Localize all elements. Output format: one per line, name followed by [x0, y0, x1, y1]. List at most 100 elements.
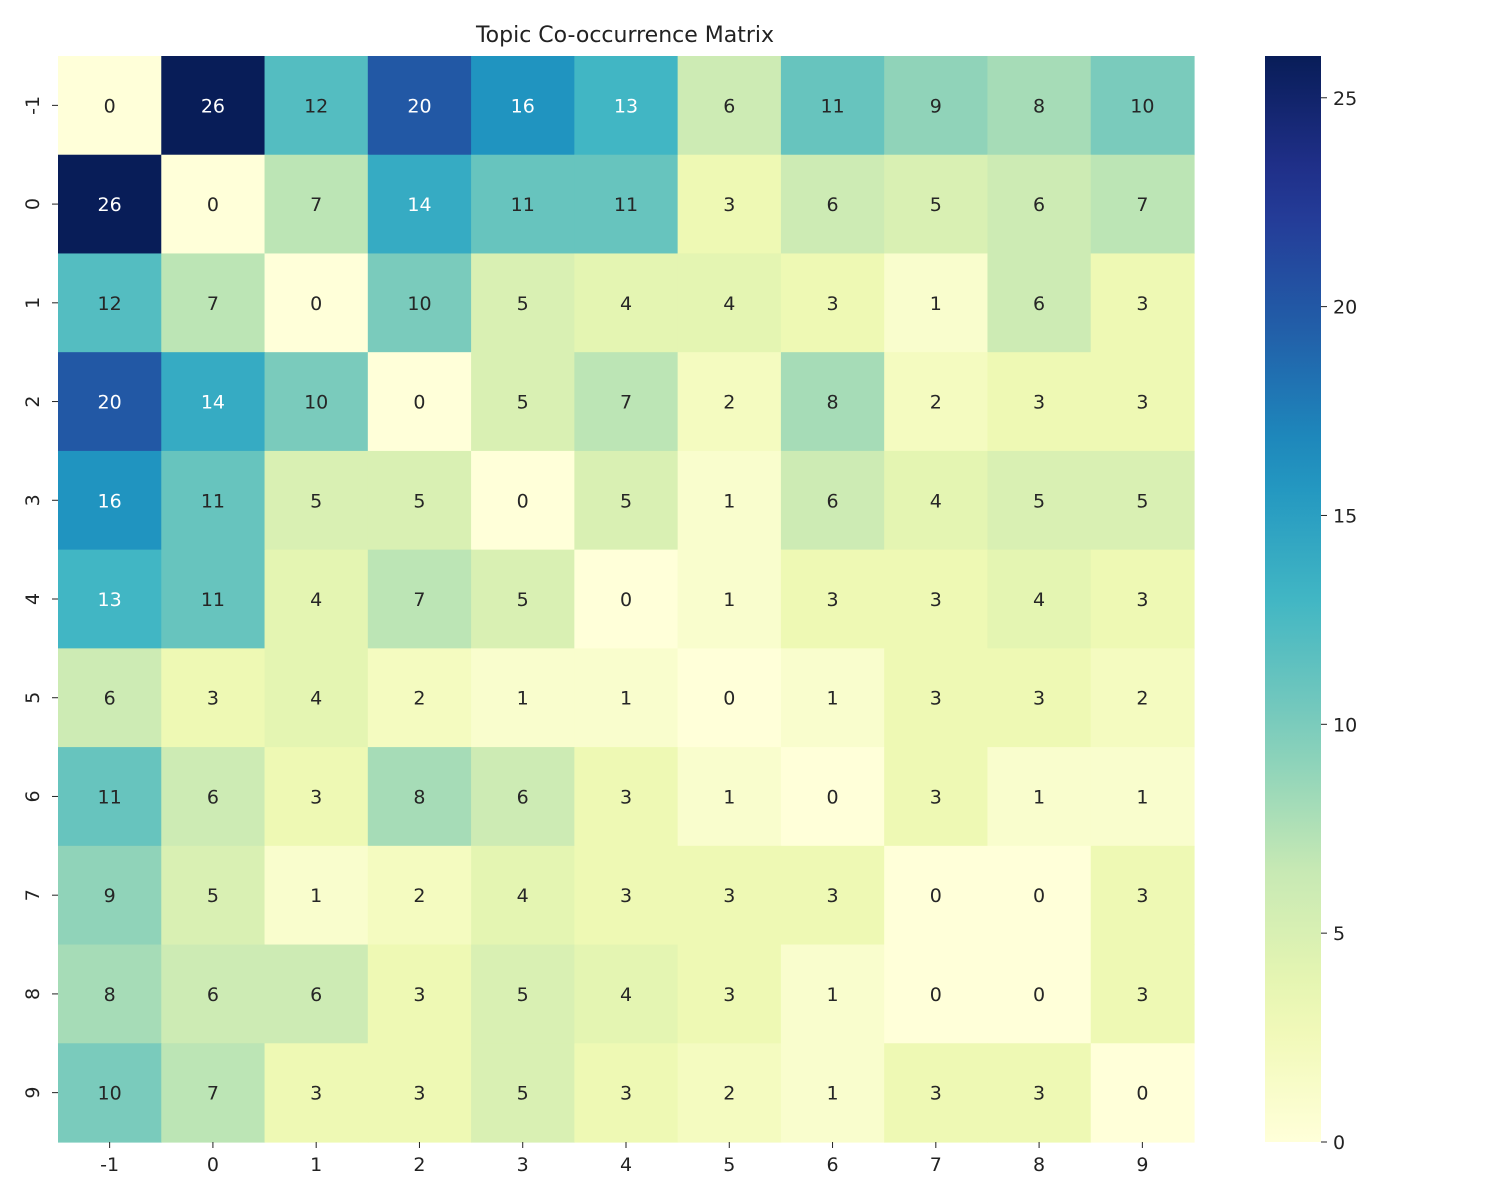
- cell-value-label: 0: [104, 95, 116, 117]
- heatmap-cell: [471, 944, 575, 1044]
- cell-value-label: 1: [517, 688, 529, 710]
- cell-value-label: 6: [723, 95, 735, 117]
- cell-value-label: 3: [1136, 293, 1148, 315]
- cell-value-label: 10: [304, 392, 328, 414]
- cell-value-label: 2: [413, 688, 425, 710]
- cell-value-label: 2: [413, 885, 425, 907]
- heatmap-cell: [471, 352, 575, 452]
- heatmap-cell: [677, 56, 782, 156]
- heatmap-cell: [780, 648, 885, 748]
- heatmap-cell: [161, 253, 266, 353]
- cell-value-label: 5: [930, 194, 942, 216]
- heatmap-cell: [677, 845, 782, 946]
- heatmap-cell: [574, 549, 679, 649]
- cell-value-label: 3: [413, 1083, 425, 1105]
- cell-value-label: 4: [620, 984, 632, 1006]
- cell-value-label: 3: [930, 1083, 942, 1105]
- cell-value-label: 3: [1136, 984, 1148, 1006]
- heatmap-cell: [574, 944, 679, 1044]
- cell-value-label: 1: [826, 1083, 838, 1105]
- heatmap-cell: [471, 1043, 575, 1143]
- colorbar-tick-label: 0: [1333, 1132, 1345, 1154]
- heatmap-cell: [987, 1043, 1092, 1143]
- heatmap-cell: [780, 1043, 885, 1143]
- cell-value-label: 6: [826, 490, 838, 512]
- x-tick-label: 7: [930, 1154, 942, 1176]
- heatmap-cell: [367, 845, 472, 946]
- cell-value-label: 1: [620, 688, 632, 710]
- heatmap-cell: [884, 450, 989, 551]
- heatmap-cell: [1090, 845, 1195, 946]
- heatmap-cell: [161, 549, 266, 649]
- cell-value-label: 26: [201, 95, 225, 117]
- heatmap-cell: [58, 944, 162, 1044]
- cell-value-label: 3: [723, 885, 735, 907]
- cell-value-label: 20: [98, 392, 122, 414]
- cell-value-label: 20: [407, 95, 431, 117]
- heatmap-cell: [574, 648, 679, 748]
- cell-value-label: 7: [310, 194, 322, 216]
- heatmap-cell: [574, 253, 679, 353]
- x-tick-label: 1: [310, 1154, 322, 1176]
- heatmap-cell: [58, 56, 162, 156]
- x-tick-label: 0: [207, 1154, 219, 1176]
- cell-value-label: 0: [826, 786, 838, 808]
- x-tick-label: 9: [1136, 1154, 1148, 1176]
- cell-value-label: 6: [1033, 194, 1045, 216]
- heatmap-cell: [264, 944, 369, 1044]
- heatmap-cell: [58, 253, 162, 353]
- cell-value-label: 6: [826, 194, 838, 216]
- heatmap-cell: [161, 944, 266, 1044]
- cell-value-label: 16: [511, 95, 535, 117]
- heatmap-cell: [987, 253, 1092, 353]
- cell-value-label: 4: [1033, 589, 1045, 611]
- heatmap-cell: [367, 450, 472, 551]
- heatmap-cell: [264, 648, 369, 748]
- heatmap-cell: [677, 549, 782, 649]
- cell-value-label: 7: [207, 1083, 219, 1105]
- heatmap-cell: [884, 747, 989, 847]
- x-axis-ticks: -1 0 1 2 3 4 5 6 7 8 9: [100, 1142, 1148, 1176]
- heatmap-cell: [884, 154, 989, 255]
- heatmap-cell: [780, 154, 885, 255]
- x-tick-label: 5: [723, 1154, 735, 1176]
- heatmap-cell: [987, 154, 1092, 255]
- cell-value-label: 1: [1136, 786, 1148, 808]
- cell-value-label: 3: [930, 786, 942, 808]
- y-tick-label: 5: [22, 692, 44, 704]
- heatmap-cell: [1090, 56, 1195, 156]
- cell-value-label: 3: [1136, 392, 1148, 414]
- heatmap-cell: [367, 154, 472, 255]
- cell-value-label: 2: [1136, 688, 1148, 710]
- x-tick-label: 8: [1033, 1154, 1045, 1176]
- x-tick-label: -1: [100, 1154, 119, 1176]
- heatmap-cell: [1090, 648, 1195, 748]
- cell-value-label: 3: [1033, 688, 1045, 710]
- heatmap-cell: [987, 56, 1092, 156]
- cell-value-label: 11: [98, 786, 122, 808]
- cell-value-label: 0: [1033, 885, 1045, 907]
- heatmap-cell: [884, 352, 989, 452]
- cell-value-label: 1: [826, 688, 838, 710]
- heatmap-cell: [367, 56, 472, 156]
- cell-value-label: 3: [310, 786, 322, 808]
- heatmap-cell: [264, 845, 369, 946]
- heatmap-cell: [884, 1043, 989, 1143]
- heatmap-cell: [264, 1043, 369, 1143]
- heatmap-cell: [884, 845, 989, 946]
- heatmap-cell: [58, 450, 162, 551]
- heatmap-cell: [677, 253, 782, 353]
- cell-value-label: 5: [517, 984, 529, 1006]
- cell-value-label: 4: [723, 293, 735, 315]
- cell-value-label: 5: [517, 293, 529, 315]
- heatmap-cell: [471, 450, 575, 551]
- heatmap-cell: [780, 352, 885, 452]
- cell-value-label: 14: [407, 194, 431, 216]
- heatmap-cell: [264, 352, 369, 452]
- heatmap-cell: [471, 845, 575, 946]
- cell-value-label: 0: [207, 194, 219, 216]
- cell-value-label: 6: [207, 786, 219, 808]
- x-tick-label: 3: [517, 1154, 529, 1176]
- y-tick-label: 3: [22, 494, 44, 506]
- heatmap-cell: [58, 648, 162, 748]
